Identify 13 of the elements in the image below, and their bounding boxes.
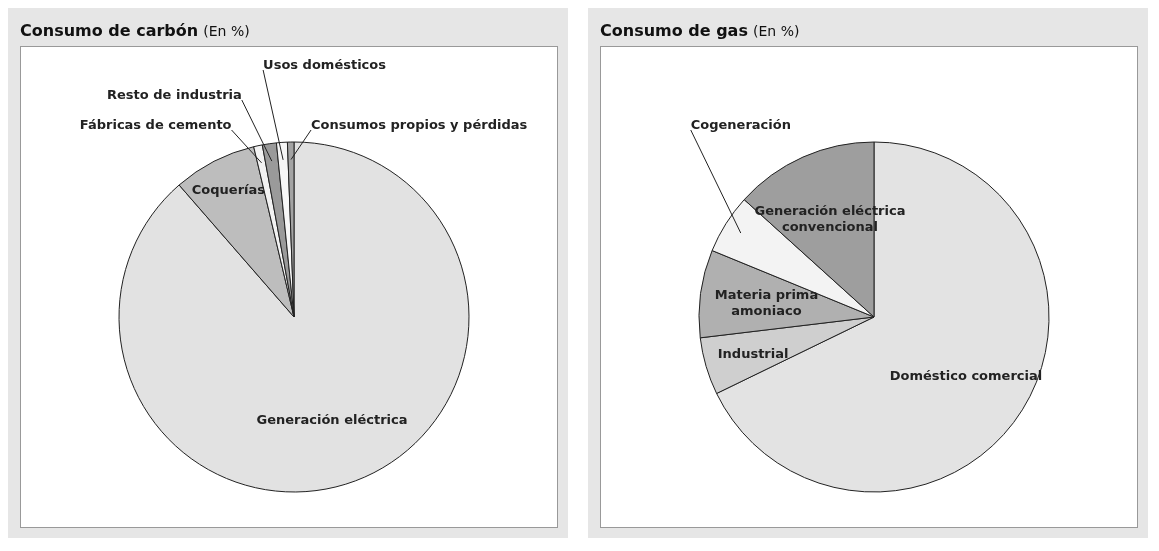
- slice-label: Consumos propios y pérdidas: [311, 116, 528, 132]
- chart-title: Consumo de gas: [600, 21, 748, 40]
- chart-subtitle: (En %): [203, 23, 250, 39]
- slice-label: Materia prima amoniaco: [714, 286, 819, 318]
- chart-subtitle: (En %): [753, 23, 800, 39]
- slice-label: Resto de industria: [107, 86, 242, 102]
- slice-label: Industrial: [717, 345, 789, 361]
- slice-label: Cogeneración: [690, 116, 791, 132]
- slice-label: Fábricas de cemento: [79, 116, 232, 132]
- slice-label: Usos domésticos: [263, 56, 387, 72]
- slice-label: Doméstico comercial: [889, 367, 1043, 383]
- chart-title: Consumo de carbón: [20, 21, 199, 40]
- slice-label: Generación eléctrica: [256, 411, 408, 427]
